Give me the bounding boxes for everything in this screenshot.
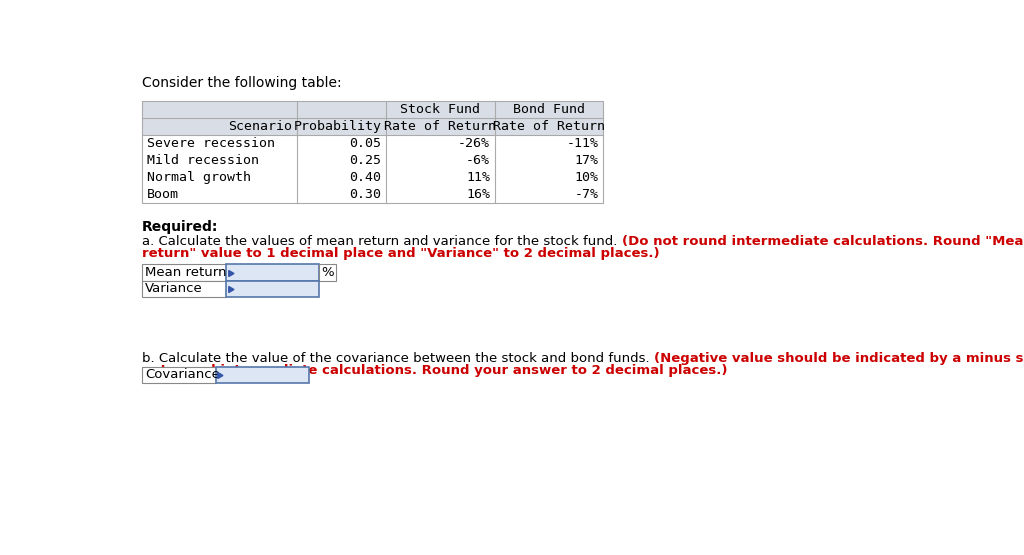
Text: -11%: -11% (566, 137, 598, 150)
FancyBboxPatch shape (225, 281, 318, 297)
Text: Rate of Return: Rate of Return (384, 120, 497, 133)
Text: Mean return: Mean return (145, 266, 226, 279)
Text: Consider the following table:: Consider the following table: (142, 76, 342, 90)
Text: (Do not round intermediate calculations. Round "Mean: (Do not round intermediate calculations.… (622, 235, 1024, 248)
FancyBboxPatch shape (142, 367, 216, 383)
Text: -26%: -26% (458, 137, 489, 150)
Text: Mild recession: Mild recession (146, 154, 259, 167)
FancyBboxPatch shape (318, 265, 336, 281)
Text: Severe recession: Severe recession (146, 137, 274, 150)
Text: 0.05: 0.05 (349, 137, 381, 150)
Text: not round intermediate calculations. Round your answer to 2 decimal places.): not round intermediate calculations. Rou… (142, 364, 727, 377)
Text: 16%: 16% (466, 188, 489, 201)
Text: 0.30: 0.30 (349, 188, 381, 201)
Text: Boom: Boom (146, 188, 178, 201)
Text: Required:: Required: (142, 220, 218, 234)
FancyBboxPatch shape (142, 265, 225, 281)
Text: Bond Fund: Bond Fund (513, 103, 585, 116)
Text: Scenario: Scenario (228, 120, 292, 133)
Text: (Negative value should be indicated by a minus sign. Do: (Negative value should be indicated by a… (654, 352, 1024, 365)
FancyBboxPatch shape (142, 118, 603, 135)
Text: Stock Fund: Stock Fund (400, 103, 480, 116)
Text: -6%: -6% (466, 154, 489, 167)
Text: 11%: 11% (466, 171, 489, 184)
Text: return" value to 1 decimal place and "Variance" to 2 decimal places.): return" value to 1 decimal place and "Va… (142, 247, 659, 260)
Text: Normal growth: Normal growth (146, 171, 251, 184)
Text: 0.25: 0.25 (349, 154, 381, 167)
Text: %: % (321, 266, 334, 279)
Text: 0.40: 0.40 (349, 171, 381, 184)
Text: Probability: Probability (294, 120, 381, 133)
FancyBboxPatch shape (142, 101, 603, 118)
Text: Variance: Variance (145, 282, 203, 295)
FancyBboxPatch shape (225, 265, 318, 281)
Text: -7%: -7% (574, 188, 598, 201)
Text: 17%: 17% (574, 154, 598, 167)
Text: Covariance: Covariance (145, 369, 220, 381)
Text: 10%: 10% (574, 171, 598, 184)
FancyBboxPatch shape (216, 367, 308, 383)
Text: Rate of Return: Rate of Return (493, 120, 605, 133)
Text: b. Calculate the value of the covariance between the stock and bond funds.: b. Calculate the value of the covariance… (142, 352, 654, 365)
Text: a. Calculate the values of mean return and variance for the stock fund.: a. Calculate the values of mean return a… (142, 235, 622, 248)
FancyBboxPatch shape (142, 281, 225, 297)
